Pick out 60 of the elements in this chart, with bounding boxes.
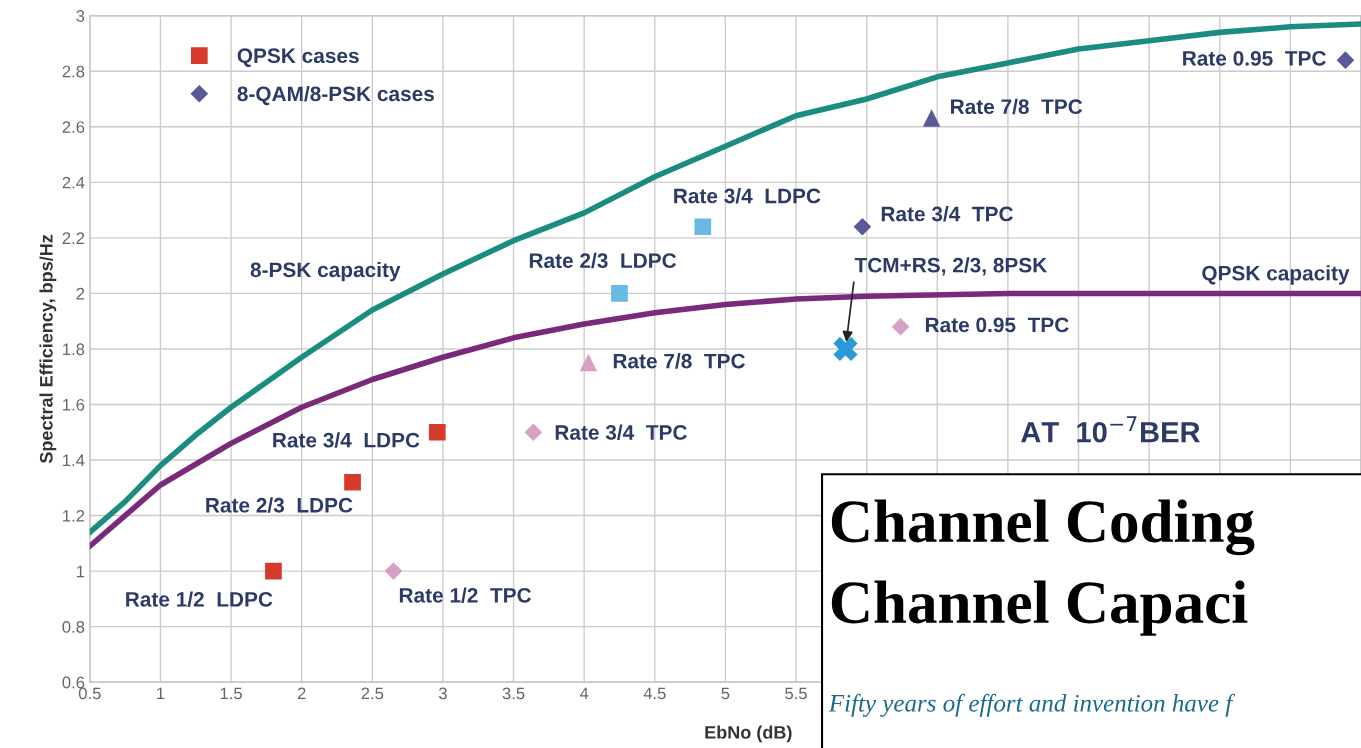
y-tick-label: 2.8 bbox=[62, 65, 85, 78]
y-tick-label: 2.2 bbox=[62, 232, 85, 244]
point bbox=[524, 423, 542, 441]
y-tick-label: 0.8 bbox=[62, 621, 85, 633]
text: Fifty years of effort and invention have f bbox=[828, 693, 1236, 717]
annotation: Channel Capaci bbox=[831, 580, 1248, 636]
point bbox=[580, 354, 597, 372]
x-tick-label: 5 bbox=[721, 687, 730, 700]
point bbox=[833, 337, 858, 361]
x-tick-label: 2 bbox=[297, 687, 306, 700]
annotation: AT 10$^{−7}$BER bbox=[1021, 416, 1201, 443]
x-tick-label: 1 bbox=[157, 687, 165, 700]
point bbox=[694, 218, 712, 236]
x-axis-title: EbNo (dB) bbox=[705, 725, 792, 743]
x-tick-label: 0.5 bbox=[78, 687, 101, 700]
x-tick-label: 3.5 bbox=[502, 687, 525, 700]
x-tick-label: 2.5 bbox=[361, 687, 384, 700]
annotation: Rate 3/4 LDPC bbox=[674, 188, 821, 204]
y-axis-title: Spectral Efficiency, bps/Hz bbox=[39, 234, 57, 464]
x-tick-label: 5.5 bbox=[785, 687, 807, 700]
point bbox=[892, 318, 910, 336]
y-tick-label: 1.4 bbox=[63, 454, 85, 467]
point bbox=[611, 285, 628, 302]
annotation: Rate 2/3 LDPC bbox=[206, 497, 353, 513]
y-tick-label: 1.6 bbox=[63, 398, 85, 411]
point bbox=[1336, 51, 1355, 69]
y-tick-label: 3 bbox=[76, 10, 85, 22]
y-tick-label: 2 bbox=[76, 287, 85, 300]
annotation: Rate 3/4 TPC bbox=[555, 424, 687, 441]
annotation: Rate 0.95 TPC bbox=[925, 317, 1069, 333]
legend-label: 8-QAM/8-PSK cases bbox=[237, 85, 434, 106]
point bbox=[344, 473, 361, 491]
annotation: 8-PSK capacity bbox=[250, 261, 401, 282]
y-tick-label: 2.6 bbox=[62, 121, 85, 133]
point bbox=[923, 110, 940, 127]
annotation: Rate 1/2 LDPC bbox=[126, 591, 273, 607]
y-tick-label: 0.6 bbox=[62, 676, 85, 689]
annotation: Rate 7/8 TPC bbox=[951, 98, 1083, 115]
x-tick-label: 1.5 bbox=[220, 687, 242, 700]
point bbox=[384, 562, 403, 580]
x-tick-label: 3 bbox=[438, 687, 447, 700]
x-tick-label: 4 bbox=[579, 687, 589, 700]
annotation: QPSK capacity bbox=[1202, 265, 1350, 285]
point bbox=[853, 218, 871, 236]
annotation: Rate 7/8 TPC bbox=[613, 353, 745, 369]
annotation: Rate 3/4 LDPC bbox=[273, 432, 420, 448]
annotation: Channel Coding bbox=[831, 499, 1255, 556]
y-tick-label: 1.8 bbox=[63, 343, 85, 356]
annotation: Rate 2/3 LDPC bbox=[529, 252, 677, 269]
y-tick-label: 2.4 bbox=[62, 176, 85, 189]
annotation: Rate 0.95 TPC bbox=[1183, 50, 1326, 66]
point bbox=[428, 423, 446, 441]
point bbox=[265, 562, 282, 580]
annotation: TCM+RS, 2/3, 8PSK bbox=[854, 257, 1048, 276]
annotation: Rate 1/2 TPC bbox=[399, 587, 532, 603]
annotation: Rate 3/4 TPC bbox=[881, 206, 1013, 222]
y-tick-label: 1.2 bbox=[63, 509, 85, 522]
y-tick-label: 1 bbox=[76, 565, 85, 578]
legend-label: QPSK cases bbox=[237, 48, 359, 67]
x-tick-label: 4.5 bbox=[643, 687, 666, 700]
